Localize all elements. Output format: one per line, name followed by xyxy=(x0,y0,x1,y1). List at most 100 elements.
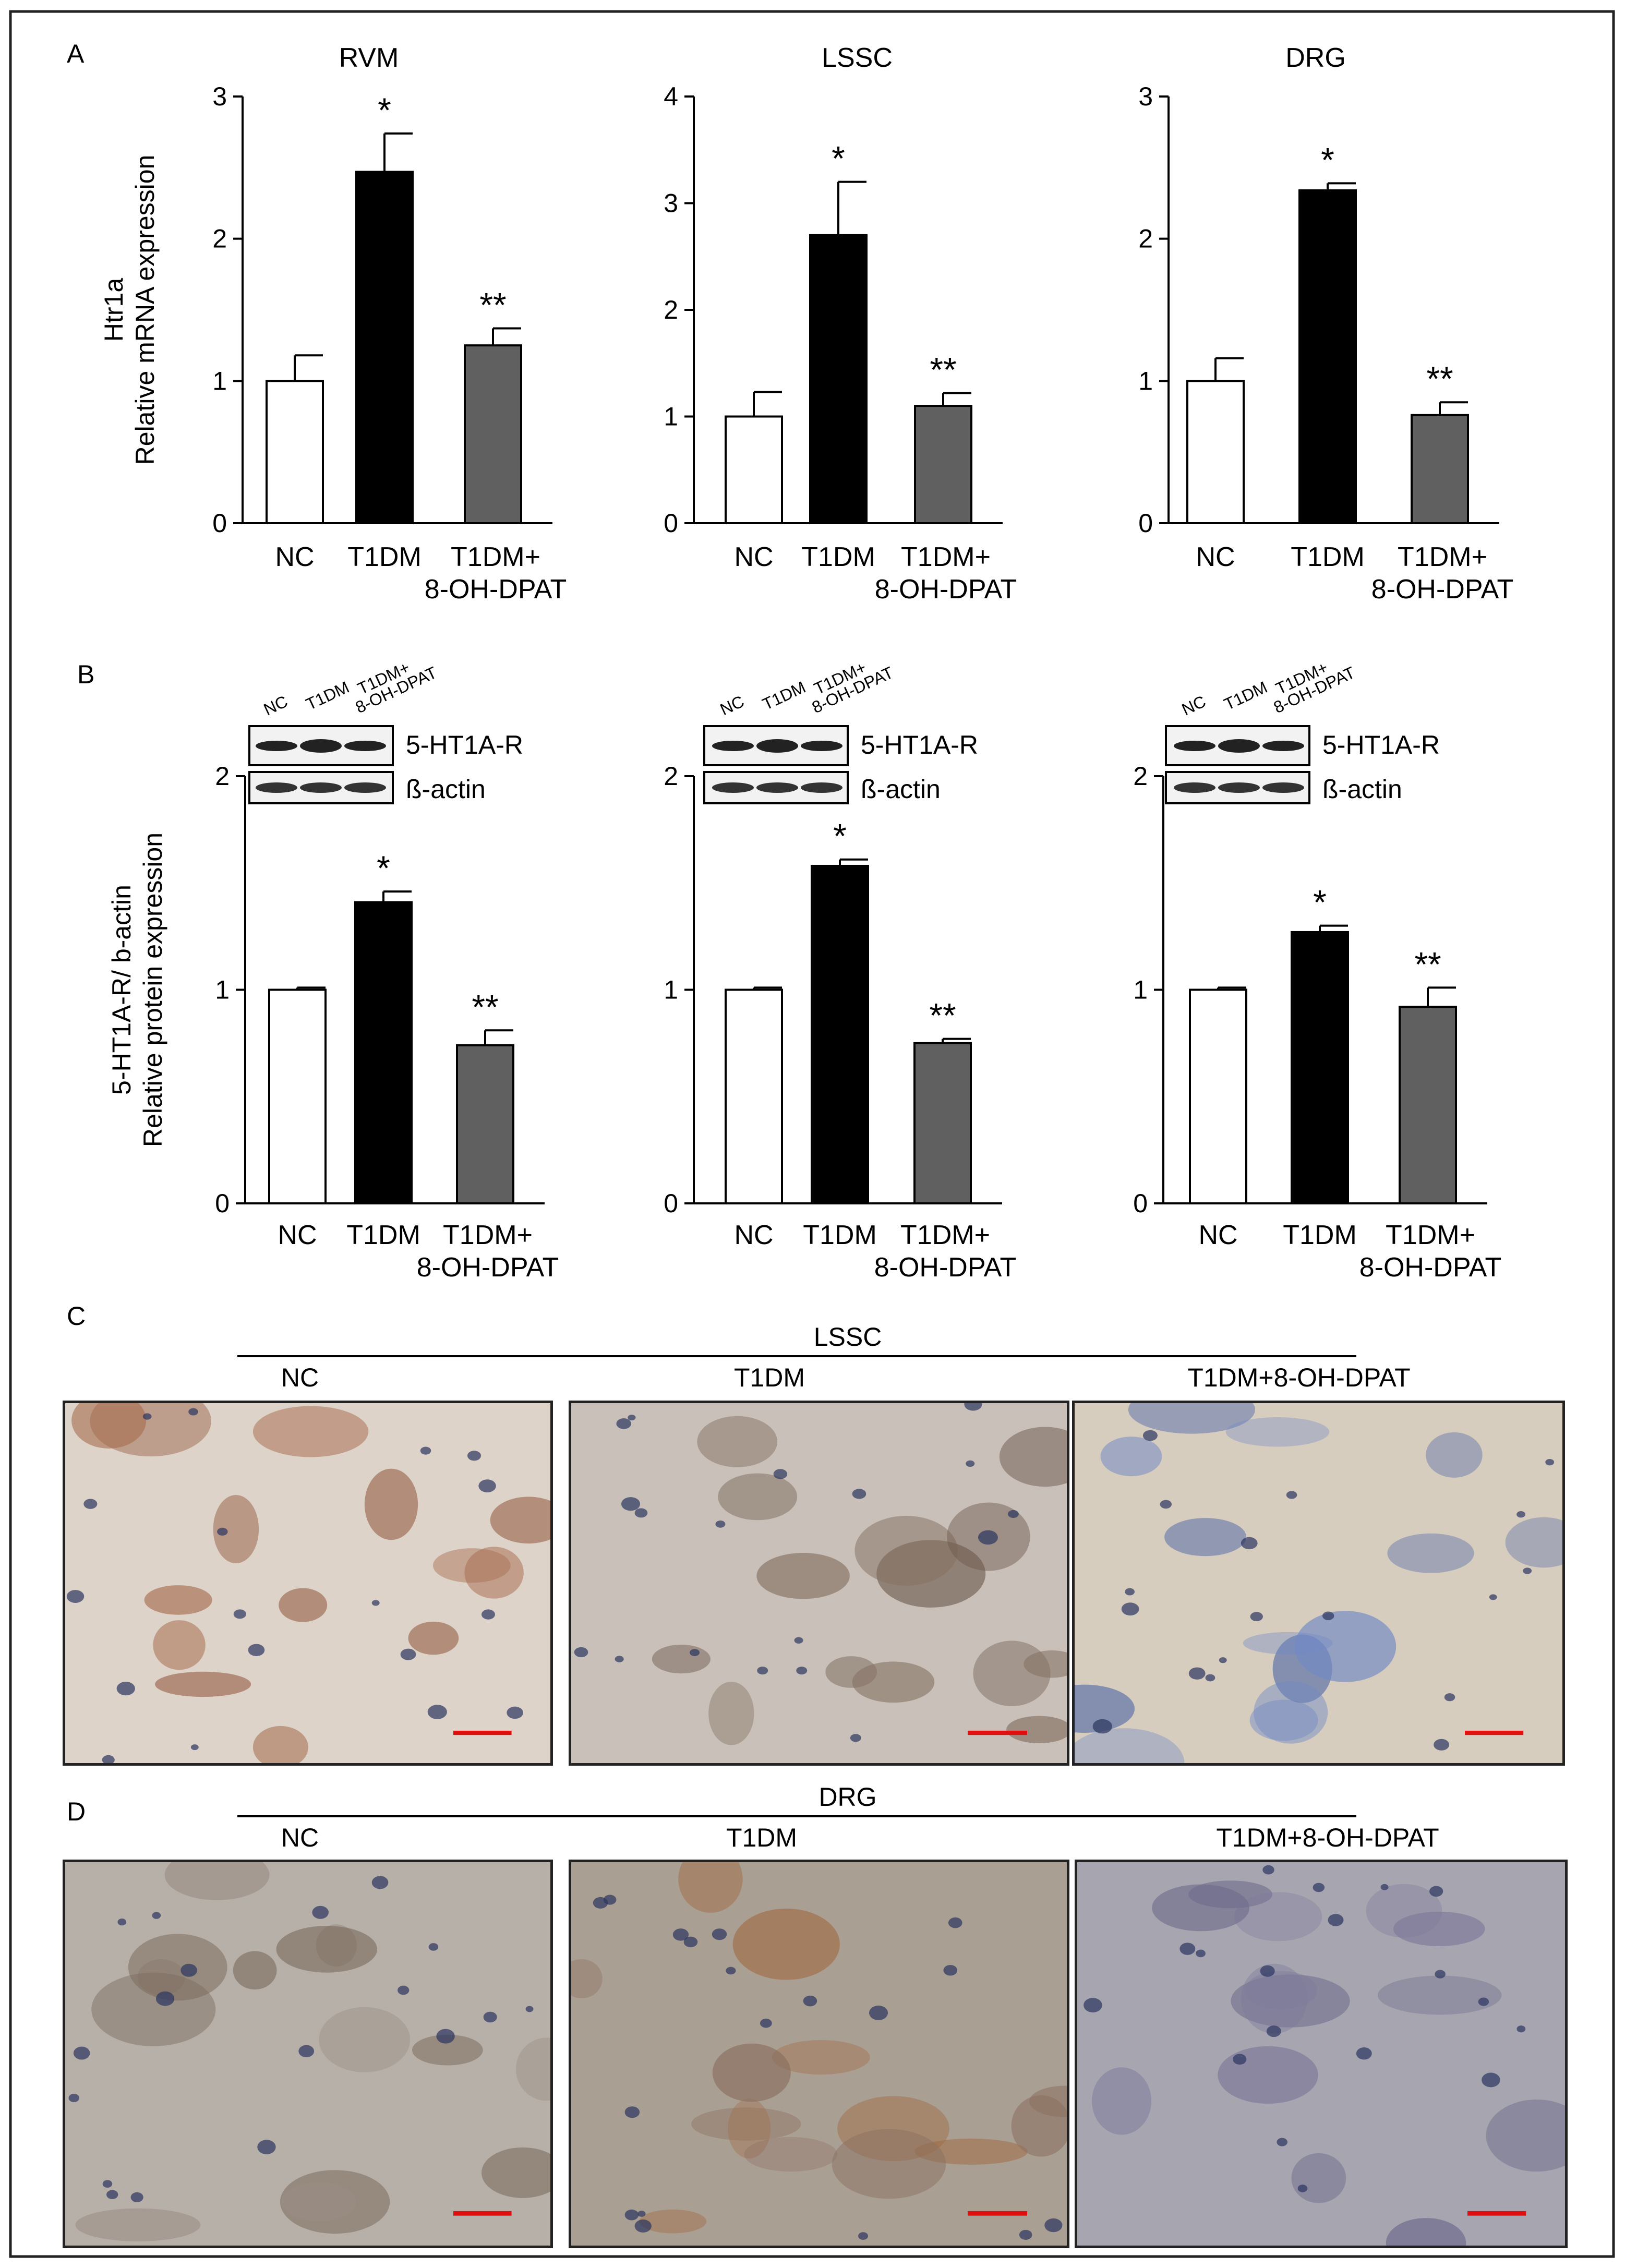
cell-body xyxy=(75,2208,201,2241)
nucleus xyxy=(757,1667,768,1675)
x-tick-label: T1DM+ xyxy=(900,1220,990,1250)
nucleus xyxy=(1545,1458,1555,1466)
bar xyxy=(464,344,522,525)
significance-marker: ** xyxy=(1426,359,1453,398)
nucleus xyxy=(858,2232,869,2240)
blot-band-label-target: 5-HT1A-R xyxy=(861,730,978,759)
nucleus xyxy=(672,1928,689,1941)
nucleus xyxy=(852,1489,866,1499)
x-tick-label: T1DM+ xyxy=(443,1220,533,1250)
nucleus xyxy=(66,1590,85,1603)
bar xyxy=(355,171,414,525)
bar xyxy=(266,380,324,524)
y-axis-label: Relative mRNA expression xyxy=(130,155,160,465)
x-tick-label: T1DM xyxy=(1291,542,1365,572)
nucleus xyxy=(1125,1588,1135,1596)
nucleus xyxy=(1092,1719,1112,1734)
x-tick-label: T1DM xyxy=(346,1220,420,1250)
cell-body xyxy=(364,1468,418,1540)
x-tick-label: 8-OH-DPAT xyxy=(1371,574,1514,605)
nucleus xyxy=(683,1936,698,1948)
micrograph-drg-nc xyxy=(63,1860,553,2248)
nucleus xyxy=(257,2140,276,2155)
nucleus xyxy=(593,1897,608,1909)
nucleus xyxy=(371,1876,389,1889)
cell-body xyxy=(1291,2153,1346,2203)
nucleus xyxy=(1328,1914,1344,1926)
x-tick-label: T1DM xyxy=(801,542,875,572)
y-tick-label: 4 xyxy=(664,82,678,111)
blot-lane-label: T1DM xyxy=(303,678,352,714)
y-tick-label: 1 xyxy=(1133,975,1148,1005)
cell-body xyxy=(718,1473,798,1521)
nucleus xyxy=(481,1609,495,1620)
y-tick-label: 3 xyxy=(1138,82,1153,111)
cell-body xyxy=(1164,1518,1247,1557)
x-tick-label: NC xyxy=(1198,1220,1237,1250)
cell-body xyxy=(691,2107,801,2141)
blot-band xyxy=(1174,782,1215,793)
cell-body xyxy=(1006,1716,1067,1744)
nucleus xyxy=(1523,1567,1532,1574)
nucleus xyxy=(427,1705,447,1719)
chart-title: RVM xyxy=(339,43,399,73)
panel-d-group-nc: NC xyxy=(281,1823,319,1852)
cell-body xyxy=(412,2034,483,2066)
y-tick-label: 0 xyxy=(215,1189,230,1218)
y-tick-label: 0 xyxy=(1138,509,1153,538)
cell-body xyxy=(1234,1892,1322,1941)
nucleus xyxy=(1250,1612,1263,1622)
significance-marker: * xyxy=(378,91,391,129)
bar xyxy=(354,901,413,1204)
nucleus xyxy=(73,2046,90,2060)
x-tick-label: T1DM+ xyxy=(901,542,991,572)
cell-body xyxy=(1152,1884,1250,1932)
nucleus xyxy=(634,2219,652,2233)
nucleus xyxy=(850,1734,861,1742)
nucleus xyxy=(1356,2047,1372,2060)
nucleus xyxy=(1233,2054,1247,2065)
cell-body xyxy=(728,2098,771,2159)
cell-body xyxy=(1486,2099,1565,2172)
nucleus xyxy=(964,1403,982,1411)
nucleus xyxy=(1435,1970,1446,1979)
nucleus xyxy=(525,2006,534,2012)
x-tick-label: 8-OH-DPAT xyxy=(425,574,567,605)
significance-marker: * xyxy=(833,817,847,855)
bar-chart-4: 0 1 2 NC * T1DM ** T1DM+8-OH-DPAT xyxy=(664,762,1016,1283)
nucleus xyxy=(1007,1510,1019,1518)
nucleus xyxy=(948,1917,962,1928)
bar-chart-0: RVM 0 1 2 3 NC * T1DM ** T1DM+8-OH-DPAT Htr1a Relat… xyxy=(99,43,567,605)
cell-body xyxy=(1225,1417,1330,1447)
blot-band-label-actin: ß-actin xyxy=(406,775,486,804)
cell-body xyxy=(1249,1699,1318,1741)
nucleus xyxy=(803,1995,817,2007)
panel-c-region: LSSC xyxy=(814,1322,882,1352)
panel-d-group-t1dm: T1DM xyxy=(726,1823,797,1852)
cell-body xyxy=(213,1494,259,1564)
cell-body xyxy=(252,1406,369,1457)
nucleus xyxy=(400,1648,416,1660)
nucleus xyxy=(116,1682,135,1696)
significance-marker: * xyxy=(377,849,390,887)
cell-body xyxy=(464,1547,524,1599)
scale-bar xyxy=(968,2211,1027,2216)
cell-body xyxy=(1393,1911,1485,1946)
nucleus xyxy=(1286,1491,1297,1499)
nucleus xyxy=(1478,1997,1489,2006)
figure-frame xyxy=(9,10,1615,2258)
cell-body xyxy=(1245,1971,1318,2010)
nucleus xyxy=(760,2018,772,2028)
cell-body xyxy=(1386,2218,1466,2246)
nucleus xyxy=(436,2029,455,2044)
nucleus xyxy=(1084,1998,1102,2013)
cell-body xyxy=(279,1588,328,1622)
nucleus xyxy=(1516,2025,1526,2033)
cell-body xyxy=(1128,1403,1255,1434)
cell-body xyxy=(153,1620,206,1670)
nucleus xyxy=(624,2106,640,2118)
cell-body xyxy=(490,1497,550,1544)
blot-band xyxy=(300,739,342,753)
nucleus xyxy=(1188,1667,1206,1680)
nucleus xyxy=(1019,2229,1032,2240)
